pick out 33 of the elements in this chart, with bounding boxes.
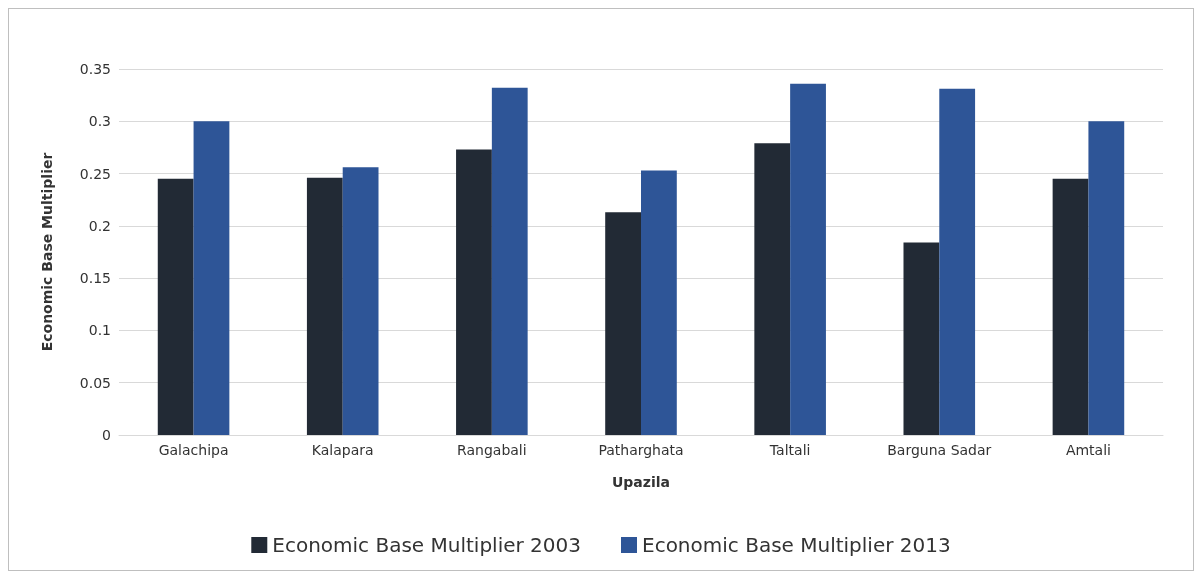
y-axis-title: Economic Base Multiplier [39,152,55,352]
bar [456,149,492,435]
y-tick-label: 0.2 [88,217,111,234]
bar [491,87,528,435]
y-tick-label: 0.35 [79,61,111,77]
x-tick-label: Rangabali [457,442,527,458]
bar [342,167,379,435]
y-tick-label: 0.3 [88,113,111,130]
bar [1052,178,1089,435]
y-tick-label: 0.25 [79,165,111,182]
bar [939,88,976,435]
bar [754,143,791,435]
y-tick-label: 0.15 [79,270,111,287]
x-tick-label: Taltali [768,442,811,458]
x-axis-title: Upazila [611,474,671,490]
x-tick-label: Galachipa [158,442,229,458]
y-tick-label: 0.05 [79,374,111,391]
y-tick-label: 0 [102,427,111,443]
bar [641,170,677,435]
x-tick-label: Barguna Sadar [887,442,992,458]
legend-label: Economic Base Multiplier 2013 [642,533,951,557]
y-tick-label: 0.1 [88,322,111,339]
bar [306,177,343,435]
bar [157,178,194,435]
bar [790,83,826,435]
bar [193,121,230,435]
x-tick-label: Patharghata [598,442,684,458]
bar [1088,121,1125,435]
bar [903,242,940,435]
legend-label: Economic Base Multiplier 2003 [272,533,582,557]
x-tick-label: Kalapara [311,442,374,458]
bar [605,212,641,435]
x-tick-label: Amtali [1065,442,1111,458]
